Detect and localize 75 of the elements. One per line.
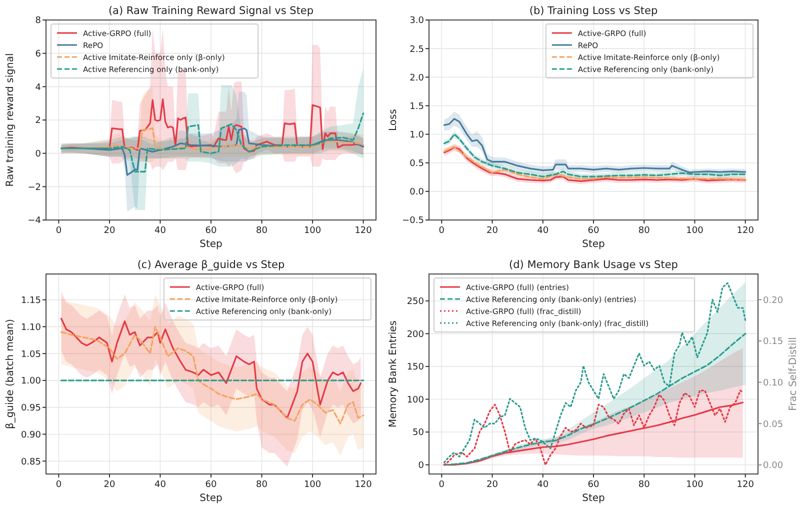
y-axis-title: Memory Bank Entries	[388, 320, 399, 428]
x-tick-label: 120	[354, 226, 372, 236]
y-tick-label: 100	[406, 395, 424, 406]
x-tick-label: 80	[638, 480, 650, 490]
chart-title: (b) Training Loss vs Step	[529, 5, 658, 17]
y-tick-label: 0.85	[20, 457, 41, 468]
y-tick-label: 200	[406, 330, 424, 340]
x-tick-label: 40	[154, 480, 166, 490]
x-tick-label: 20	[486, 226, 498, 236]
x-axis-title: Step	[200, 493, 222, 504]
y2-tick-label: 0.10	[763, 378, 784, 388]
y2-tick-label: 0.05	[763, 420, 784, 430]
x-tick-label: 20	[104, 480, 116, 490]
y-tick-label: 1.0	[410, 130, 424, 140]
x-tick-label: 80	[638, 226, 650, 236]
y-tick-label: 50	[412, 428, 424, 438]
y-axis-title: β_guide (batch mean)	[5, 318, 16, 430]
y-tick-label: 0	[35, 150, 42, 160]
y-tick-label: 0.90	[20, 430, 42, 440]
y2-tick-label: 0.15	[763, 337, 784, 348]
y-tick-label: 2.0	[410, 73, 424, 84]
y-tick-label: 1.00	[20, 376, 42, 387]
y-tick-label: 8	[35, 16, 42, 26]
x-tick-label: 0	[56, 226, 62, 236]
y-axis-title: Loss	[388, 109, 399, 131]
y-tick-label: 1.5	[410, 102, 424, 112]
chart-title: (a) Raw Training Reward Signal vs Step	[108, 5, 314, 17]
y-tick-label: −2	[28, 182, 41, 193]
y-tick-label: 0	[418, 461, 424, 472]
x-tick-label: 100	[304, 480, 322, 490]
x-tick-label: 60	[205, 480, 217, 490]
x-tick-label: 100	[686, 226, 704, 236]
y-tick-label: 1.15	[20, 296, 41, 306]
y-tick-label: 150	[406, 362, 424, 373]
y-tick-label: 4	[35, 82, 42, 93]
x-tick-label: 40	[154, 226, 166, 236]
x-tick-label: 0	[56, 480, 62, 490]
y-tick-label: 3.0	[410, 16, 424, 26]
chart-title: (c) Average β_guide vs Step	[137, 259, 285, 271]
x-tick-label: 120	[736, 226, 754, 236]
x-axis-title: Step	[200, 239, 222, 250]
x-tick-label: 120	[354, 480, 372, 490]
x-axis-title: Step	[582, 239, 605, 250]
y2-tick-label: 0.20	[763, 296, 784, 306]
y-tick-label: 0.95	[20, 404, 41, 414]
y-tick-label: −4	[28, 216, 42, 226]
x-axis-title: Step	[582, 493, 605, 504]
x-tick-label: 60	[588, 226, 600, 236]
x-tick-label: 100	[304, 226, 322, 236]
x-tick-label: 100	[686, 480, 704, 490]
y-tick-label: 0.0	[410, 188, 424, 198]
x-tick-label: 80	[256, 480, 268, 490]
y2-tick-label: 0.00	[763, 461, 784, 472]
y-axis-title: Raw training reward signal	[5, 53, 16, 187]
y-tick-label: 0.5	[410, 159, 424, 170]
y-tick-label: 2	[35, 116, 41, 126]
x-tick-label: 0	[438, 480, 445, 490]
x-tick-label: 0	[438, 226, 445, 236]
y-tick-label: 2.5	[410, 44, 424, 55]
x-tick-label: 20	[104, 226, 116, 236]
x-tick-label: 20	[486, 480, 498, 490]
y-tick-label: −0.5	[402, 216, 424, 226]
y-tick-label: 1.05	[20, 350, 41, 360]
y-tick-label: 1.10	[20, 322, 42, 333]
y2-axis-title: Frac Self-Distill	[788, 337, 799, 411]
x-tick-label: 40	[537, 226, 549, 236]
x-tick-label: 80	[256, 226, 268, 236]
line-series	[60, 112, 364, 172]
x-tick-label: 60	[205, 226, 217, 236]
x-tick-label: 60	[588, 480, 600, 490]
y-tick-label: 250	[406, 297, 424, 308]
x-tick-label: 120	[736, 480, 754, 490]
y-tick-label: 6	[35, 50, 42, 60]
chart-title: (d) Memory Bank Usage vs Step	[509, 259, 678, 271]
x-tick-label: 40	[537, 480, 549, 490]
